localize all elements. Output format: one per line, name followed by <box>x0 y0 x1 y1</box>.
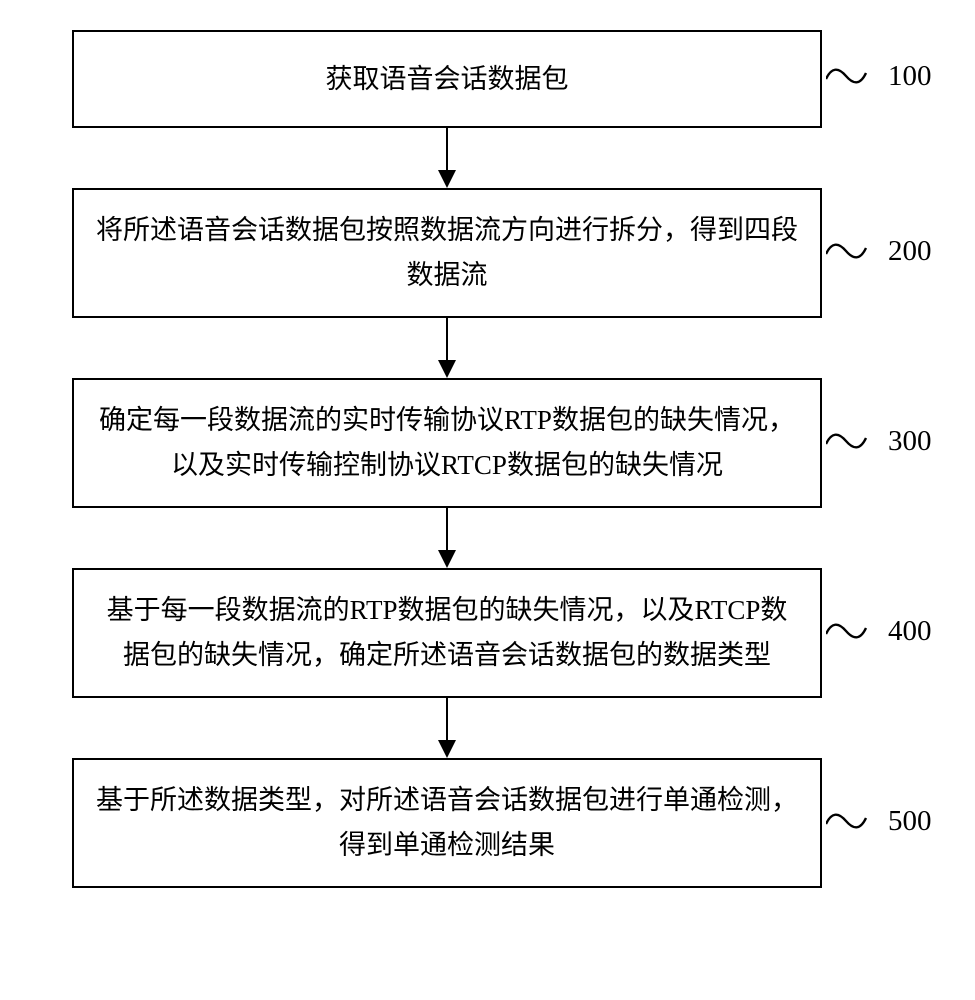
flowchart-canvas: 获取语音会话数据包 100 将所述语音会话数据包按照数据流方向进行拆分，得到四段数据… <box>0 0 975 1000</box>
flow-node-text: 基于每一段数据流的RTP数据包的缺失情况，以及RTCP数据包的缺失情况，确定所述… <box>94 588 800 677</box>
flow-node-100: 获取语音会话数据包 <box>72 30 822 128</box>
flow-node-text: 获取语音会话数据包 <box>326 57 569 102</box>
step-label-200: 200 <box>888 235 932 268</box>
step-label-500: 500 <box>888 805 932 838</box>
tilde-connector <box>826 66 878 88</box>
arrow-head-icon <box>438 360 456 378</box>
arrow-line <box>446 508 449 550</box>
tilde-connector <box>826 241 878 263</box>
flow-node-text: 基于所述数据类型，对所述语音会话数据包进行单通检测，得到单通检测结果 <box>94 778 800 867</box>
arrow-line <box>446 128 449 170</box>
flow-node-500: 基于所述数据类型，对所述语音会话数据包进行单通检测，得到单通检测结果 <box>72 758 822 888</box>
step-label-100: 100 <box>888 60 932 93</box>
flow-node-200: 将所述语音会话数据包按照数据流方向进行拆分，得到四段数据流 <box>72 188 822 318</box>
tilde-connector <box>826 811 878 833</box>
tilde-connector <box>826 431 878 453</box>
tilde-connector <box>826 621 878 643</box>
arrow-line <box>446 318 449 360</box>
flow-node-text: 将所述语音会话数据包按照数据流方向进行拆分，得到四段数据流 <box>94 208 800 297</box>
step-label-400: 400 <box>888 615 932 648</box>
arrow-line <box>446 698 449 740</box>
flow-node-text: 确定每一段数据流的实时传输协议RTP数据包的缺失情况，以及实时传输控制协议RTC… <box>94 398 800 487</box>
flow-node-300: 确定每一段数据流的实时传输协议RTP数据包的缺失情况，以及实时传输控制协议RTC… <box>72 378 822 508</box>
arrow-head-icon <box>438 740 456 758</box>
arrow-head-icon <box>438 170 456 188</box>
flow-node-400: 基于每一段数据流的RTP数据包的缺失情况，以及RTCP数据包的缺失情况，确定所述… <box>72 568 822 698</box>
step-label-300: 300 <box>888 425 932 458</box>
arrow-head-icon <box>438 550 456 568</box>
